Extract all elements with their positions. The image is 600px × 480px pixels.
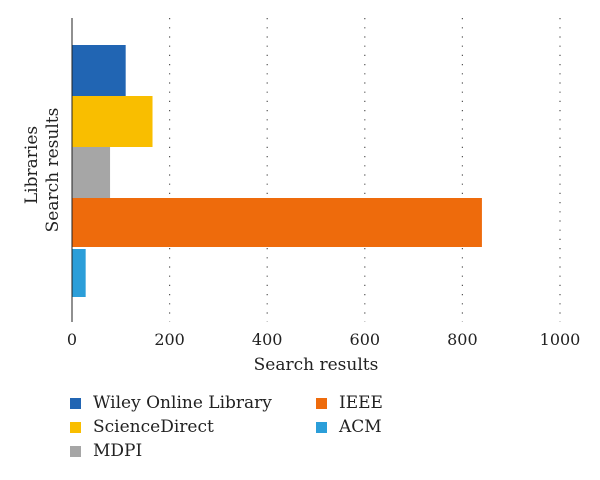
legend-swatch — [70, 421, 81, 433]
legend-label: ScienceDirect — [93, 417, 214, 437]
legend: Wiley Online Library ScienceDirect MDPI IEE… — [70, 390, 570, 470]
bar-wiley-online-library — [72, 45, 126, 96]
bar-chart: 0 200 400 600 800 1000 Search results Librari… — [22, 18, 580, 375]
bar-sciencedirect — [72, 96, 153, 147]
legend-swatch — [316, 397, 327, 409]
legend-item-ieee: IEEE — [316, 393, 383, 413]
x-tick-label-800: 800 — [447, 330, 478, 349]
bars — [72, 45, 482, 297]
legend-label: MDPI — [93, 441, 143, 461]
y-axis-title-line2: Search results — [43, 108, 63, 233]
legend-swatch — [70, 445, 81, 457]
x-tick-labels: 0 200 400 600 800 1000 — [67, 330, 580, 349]
bar-acm — [72, 249, 86, 297]
legend-item-wiley-online-library: Wiley Online Library — [70, 393, 272, 413]
legend-swatch — [316, 421, 327, 433]
x-tick-label-0: 0 — [67, 330, 77, 349]
legend-label: IEEE — [339, 393, 383, 413]
y-axis-title-line1: Libraries — [22, 126, 42, 204]
legend-swatch — [70, 397, 81, 409]
grid-lines — [169, 18, 561, 322]
x-tick-label-1000: 1000 — [540, 330, 581, 349]
legend-item-acm: ACM — [316, 417, 382, 437]
legend-label: ACM — [339, 417, 382, 437]
x-tick-label-200: 200 — [154, 330, 185, 349]
bar-mdpi — [72, 147, 111, 198]
legend-item-sciencedirect: ScienceDirect — [70, 417, 214, 437]
legend-label: Wiley Online Library — [93, 393, 272, 413]
legend-item-mdpi: MDPI — [70, 441, 142, 461]
x-axis-title: Search results — [254, 355, 379, 375]
x-tick-label-600: 600 — [350, 330, 381, 349]
bar-ieee — [72, 198, 482, 247]
x-tick-label-400: 400 — [252, 330, 283, 349]
